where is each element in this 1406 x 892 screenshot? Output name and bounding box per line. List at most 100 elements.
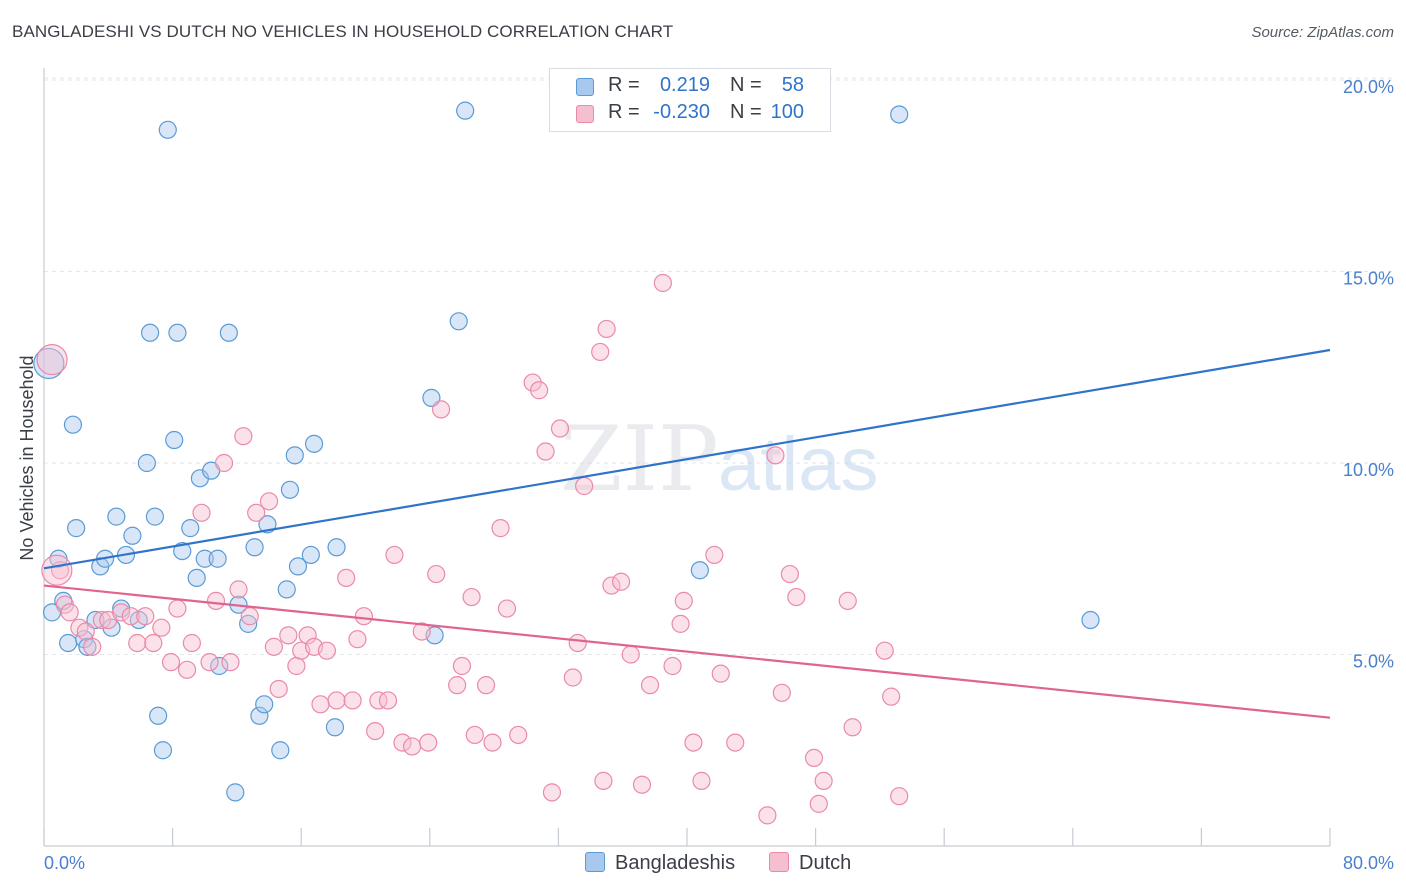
data-point-dutch [419, 733, 438, 752]
legend-label: Dutch [799, 852, 852, 874]
blue-swatch [576, 78, 594, 96]
data-point-bangladeshis [173, 541, 192, 561]
y-tick-labels: 5.0% 10.0% 15.0% 20.0% [1343, 77, 1394, 672]
data-point-bangladeshis [158, 120, 177, 139]
r-label: R = [608, 101, 640, 123]
data-point-dutch [385, 545, 404, 565]
data-point-bangladeshis [327, 538, 346, 557]
legend-item-dutch[interactable]: Dutch [769, 852, 851, 875]
data-point-dutch [182, 633, 201, 653]
data-point-dutch [591, 342, 610, 362]
data-point-dutch [337, 568, 356, 588]
correlation-legend: R = 0.219 N = 58 R = -0.230 N = 100 [549, 68, 831, 132]
data-point-dutch [726, 733, 745, 752]
data-point-dutch [809, 794, 828, 813]
data-point-dutch [536, 442, 555, 461]
data-point-bangladeshis [258, 515, 277, 534]
y-tick-label: 10.0% [1343, 460, 1394, 480]
legend-row-dutch: R = -0.230 N = 100 [550, 101, 830, 127]
data-point-bangladeshis [140, 323, 160, 342]
data-point-bangladeshis [250, 706, 269, 725]
legend-item-bangladeshis[interactable]: Bangladeshis [585, 852, 735, 875]
data-point-bangladeshis [67, 519, 86, 538]
data-point-dutch [465, 725, 484, 745]
data-point-dutch [240, 607, 259, 626]
data-point-dutch [594, 771, 613, 790]
data-point-dutch [168, 599, 187, 618]
data-point-dutch [136, 607, 155, 626]
data-point-bangladeshis [255, 695, 274, 714]
data-point-bangladeshis [59, 633, 78, 653]
data-point-bangladeshis [245, 538, 264, 557]
data-point-bangladeshis [301, 545, 320, 565]
data-point-dutch [60, 603, 79, 622]
n-label: N = [730, 101, 762, 123]
data-point-bangladeshis [690, 561, 709, 580]
data-point-dutch [259, 492, 279, 511]
trend-line-bangladeshis [43, 348, 1331, 570]
data-point-dutch [838, 591, 857, 610]
data-point-dutch [76, 622, 95, 641]
data-point-bangladeshis [195, 549, 214, 568]
n-value: 58 [781, 74, 804, 96]
data-point-dutch [354, 607, 373, 626]
trend-lines [43, 348, 1331, 719]
x-tick-label-min: 0.0% [44, 853, 85, 873]
data-point-dutch [448, 676, 467, 695]
data-point-dutch [200, 653, 219, 672]
blue-swatch [585, 852, 605, 872]
y-tick-label: 20.0% [1343, 77, 1394, 97]
data-point-dutch [692, 771, 711, 790]
data-point-bangladeshis [456, 101, 475, 120]
data-point-dutch [875, 641, 894, 660]
data-point-dutch [348, 630, 367, 649]
data-point-dutch [279, 626, 298, 645]
data-point-bangladeshis [280, 480, 300, 499]
data-point-dutch [431, 400, 451, 419]
data-point-dutch [393, 733, 412, 752]
data-point-dutch [509, 725, 528, 745]
data-point-dutch [621, 645, 640, 664]
series-bangladeshis [33, 101, 1100, 802]
data-point-dutch [327, 691, 346, 710]
data-point-dutch [491, 519, 510, 538]
watermark-zip: ZIP [560, 407, 719, 512]
pink-swatch [576, 105, 594, 123]
data-point-bangladeshis [165, 430, 184, 450]
data-point-dutch [550, 419, 570, 438]
data-point-bangladeshis [181, 519, 200, 538]
data-point-dutch [112, 603, 131, 622]
data-point-bangladeshis [304, 434, 324, 453]
data-point-dutch [882, 687, 901, 706]
data-point-dutch [128, 633, 147, 653]
data-point-dutch [121, 607, 140, 626]
data-point-dutch [177, 660, 197, 679]
axes [43, 68, 1331, 847]
data-point-dutch [530, 381, 549, 400]
data-point-dutch [317, 641, 337, 660]
data-point-dutch [575, 476, 594, 496]
data-point-bangladeshis [449, 312, 468, 331]
legend-label: Bangladeshis [615, 852, 736, 874]
watermark-atlas: atlas [718, 422, 879, 507]
data-point-dutch [804, 748, 824, 768]
data-point-bangladeshis [168, 323, 187, 342]
data-point-dutch [476, 676, 496, 695]
data-point-dutch [563, 668, 582, 687]
data-point-bangladeshis [288, 557, 308, 576]
data-point-dutch [369, 691, 388, 710]
pink-swatch [769, 852, 789, 872]
data-point-dutch [161, 653, 181, 672]
legend-row-bangladeshis: R = 0.219 N = 58 [550, 74, 830, 100]
data-point-dutch [144, 633, 163, 653]
data-point-dutch [214, 453, 234, 473]
grid-lines [44, 77, 1394, 655]
data-point-dutch [632, 775, 652, 794]
data-point-dutch [427, 564, 446, 584]
data-point-dutch [814, 771, 833, 790]
data-point-dutch [890, 787, 909, 806]
data-point-bangladeshis [271, 741, 290, 760]
data-point-bangladeshis [153, 741, 173, 760]
data-point-dutch [221, 653, 240, 672]
